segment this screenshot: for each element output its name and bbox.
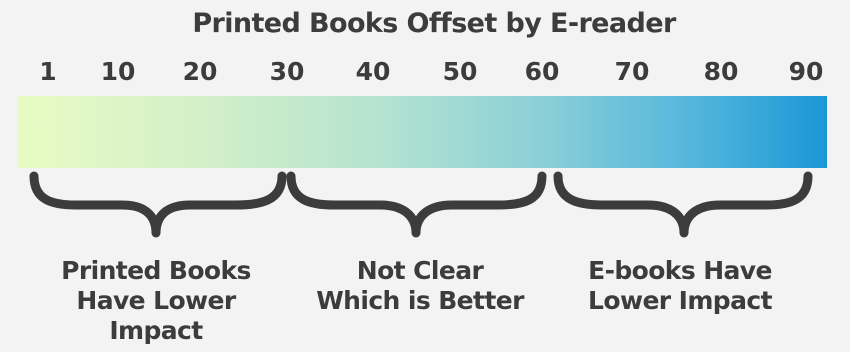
range-label-line: Which is Better	[316, 286, 524, 315]
gradient-scale-bar	[17, 96, 827, 168]
tick-label-90: 90	[788, 57, 824, 86]
tick-label-1: 1	[39, 57, 57, 86]
brace-printed-range	[29, 171, 287, 238]
range-label-line: Have Lower	[76, 286, 236, 315]
range-label-line: E-books Have	[588, 256, 772, 285]
tick-label-30: 30	[269, 57, 305, 86]
brace-unclear-range	[286, 171, 547, 238]
range-label-printed-lower-impact: Printed Books Have Lower Impact	[36, 256, 276, 346]
range-label-ebooks-lower-impact: E-books Have Lower Impact	[560, 256, 800, 316]
tick-label-80: 80	[703, 57, 739, 86]
diagram-title: Printed Books Offset by E-reader	[192, 8, 676, 39]
tick-label-50: 50	[442, 57, 478, 86]
range-label-line: Lower Impact	[588, 286, 772, 315]
tick-label-20: 20	[182, 57, 218, 86]
range-label-line: Printed Books	[61, 256, 251, 285]
tick-label-10: 10	[100, 57, 136, 86]
range-label-line: Impact	[109, 316, 203, 345]
tick-label-40: 40	[355, 57, 391, 86]
range-label-line: Not Clear	[356, 256, 484, 285]
tick-label-70: 70	[614, 57, 650, 86]
range-label-not-clear: Not Clear Which is Better	[290, 256, 550, 316]
brace-ebook-range	[553, 171, 813, 238]
tick-label-60: 60	[524, 57, 560, 86]
